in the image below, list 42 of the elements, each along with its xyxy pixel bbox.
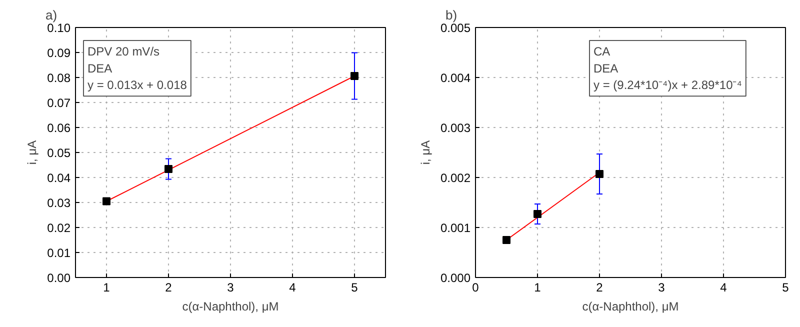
x-axis-title: c(α-Naphthol), μM (182, 300, 279, 314)
x-tick-label: 2 (596, 280, 604, 294)
x-tick-label: 3 (227, 280, 234, 294)
y-tick-label: 0.00 (47, 271, 71, 285)
point (102, 197, 110, 206)
y-tick-label: 0.01 (47, 246, 71, 260)
chart-title: b) (446, 8, 458, 22)
y-tick-label: 0.05 (47, 146, 71, 160)
point (164, 165, 172, 173)
point (534, 210, 542, 218)
y-tick-label: 0.004 (440, 71, 471, 85)
y-tick-label: 0.001 (440, 221, 471, 235)
y-tick-label: 0.002 (440, 171, 471, 185)
point (502, 236, 510, 244)
chart-title: a) (46, 8, 58, 22)
y-tick-label: 0.10 (47, 21, 71, 35)
x-tick-label: 5 (782, 280, 790, 294)
y-tick-label: 0.07 (47, 96, 71, 110)
y-tick-label: 0.04 (47, 171, 71, 185)
annotation: CA DEA y = (9.24*10⁻⁴)x + 2.89*10⁻⁴ (594, 44, 742, 92)
y-tick-label: 0.005 (440, 21, 471, 35)
annotation: DPV 20 mV/s DEA y = 0.013x + 0.018 (88, 44, 188, 92)
y-tick-label: 0.02 (47, 221, 71, 235)
y-tick-label: 0.000 (440, 271, 471, 285)
x-tick-label: 0 (472, 280, 480, 294)
y-tick-label: 0.08 (47, 71, 71, 85)
x-tick-label: 4 (720, 280, 728, 294)
y-tick-label: 0.06 (47, 121, 71, 135)
point (350, 72, 358, 80)
x-tick-label: 5 (351, 280, 358, 294)
point (596, 170, 604, 178)
y-axis-title: i, μA (418, 140, 432, 165)
x-tick-label: 4 (289, 280, 296, 294)
y-tick-label: 0.03 (47, 196, 71, 210)
x-tick-label: 2 (165, 280, 172, 294)
x-tick-label: 3 (658, 280, 666, 294)
y-axis-title: i, μA (25, 140, 40, 165)
y-tick-label: 0.09 (47, 46, 71, 60)
x-tick-label: 1 (103, 280, 110, 294)
x-tick-label: 1 (534, 280, 542, 294)
x-axis-title: c(α-Naphthol), μM (582, 300, 679, 314)
y-tick-label: 0.003 (440, 121, 471, 135)
